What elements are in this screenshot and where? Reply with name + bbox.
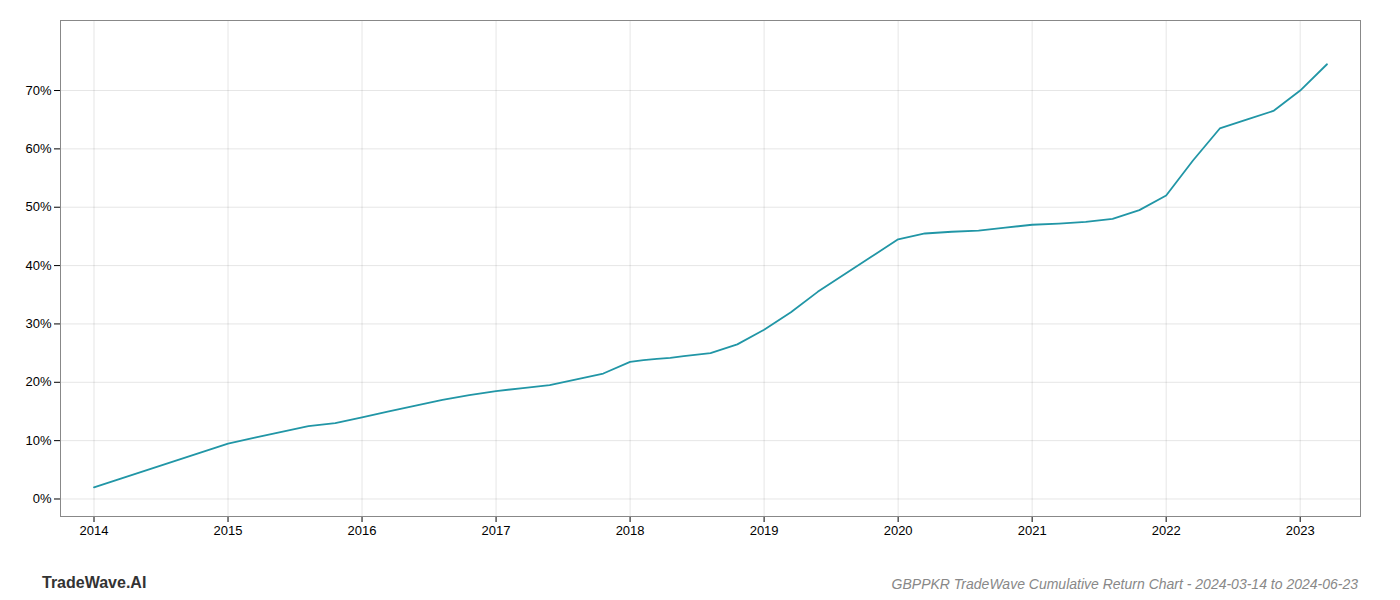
svg-text:60%: 60% [25,141,51,156]
svg-text:0%: 0% [33,491,52,506]
html-text:TradeWave.AI: TradeWave.AI [42,574,147,591]
svg-text:2023: 2023 [1286,523,1315,538]
html-text:GBPPKR TradeWave Cumulative Re: GBPPKR TradeWave Cumulative Return Chart… [891,576,1358,592]
svg-text:2015: 2015 [214,523,243,538]
svg-text:10%: 10% [25,433,51,448]
svg-text:2016: 2016 [348,523,377,538]
svg-text:2021: 2021 [1018,523,1047,538]
svg-text:2022: 2022 [1152,523,1181,538]
svg-text:40%: 40% [25,258,51,273]
svg-text:70%: 70% [25,83,51,98]
svg-text:20%: 20% [25,374,51,389]
svg-text:2014: 2014 [80,523,109,538]
svg-text:2019: 2019 [750,523,779,538]
svg-text:50%: 50% [25,199,51,214]
svg-text:2018: 2018 [616,523,645,538]
svg-text:30%: 30% [25,316,51,331]
svg-text:2020: 2020 [884,523,913,538]
svg-text:2017: 2017 [482,523,511,538]
